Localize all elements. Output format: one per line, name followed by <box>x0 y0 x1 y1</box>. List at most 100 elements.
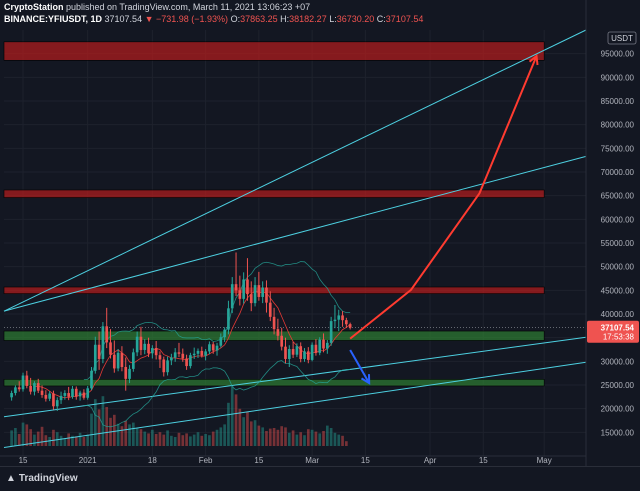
candle-body <box>154 348 158 356</box>
trendline <box>3 336 587 418</box>
volume-bar <box>261 427 264 446</box>
candle-body <box>132 352 135 369</box>
volume-bar <box>29 429 32 446</box>
currency-label: USDT <box>611 34 633 43</box>
volume-bar <box>310 429 314 446</box>
volume-bar <box>33 434 36 446</box>
x-tick-label: 15 <box>254 456 263 465</box>
volume-bar <box>154 434 158 446</box>
publish-info: CryptoStation published on TradingView.c… <box>4 2 310 12</box>
volume-bar <box>299 432 303 446</box>
y-tick-label: 60000.00 <box>601 215 635 224</box>
resistance-zone <box>3 286 545 294</box>
candle-body <box>280 335 284 347</box>
y-tick-label: 75000.00 <box>601 144 635 153</box>
grid <box>4 30 586 456</box>
volume-bar <box>48 437 51 446</box>
candle-body <box>177 352 181 354</box>
candle-body <box>272 316 276 330</box>
candle-body <box>249 294 253 304</box>
candle-body <box>268 302 272 317</box>
candle-body <box>337 315 341 320</box>
volume-bar <box>268 428 272 446</box>
volume-bar <box>227 402 230 446</box>
time-axis[interactable]: 15 2021 18 Feb 15 Mar 15 Apr 15 May <box>0 455 586 465</box>
candle-body <box>14 387 17 394</box>
candle-body <box>345 320 348 325</box>
open-label: O: <box>230 14 241 24</box>
band-lower <box>83 360 351 428</box>
brand-label: TradingView <box>18 473 78 484</box>
candle-body <box>299 346 303 359</box>
candle-body <box>78 392 82 397</box>
volume-bar <box>189 436 192 446</box>
last-price-tag <box>587 320 639 343</box>
projection-down-arrow-head <box>360 374 371 385</box>
volume-bar <box>90 413 93 446</box>
projection-down-arrow <box>349 349 371 384</box>
x-tick-label: 2021 <box>79 456 97 465</box>
resistance-zone <box>3 189 545 198</box>
price-chart[interactable]: 15000.0020000.0025000.0030000.0035000.00… <box>0 0 640 466</box>
candle-body <box>86 388 90 398</box>
candle-body <box>74 388 78 397</box>
symbol-label: BINANCE:YFIUSDT, 1D <box>4 14 103 24</box>
volume-bar <box>21 422 25 446</box>
volume-bar <box>151 429 154 446</box>
countdown-label: 17:53:38 <box>603 333 635 342</box>
publisher-name: CryptoStation <box>4 2 64 12</box>
volume-bar <box>265 431 268 446</box>
price-axis-bg <box>586 0 640 466</box>
volume-bar <box>162 434 166 446</box>
candle-body <box>208 344 211 352</box>
x-tick-label: 15 <box>19 456 28 465</box>
candle-body <box>185 358 188 367</box>
low-label: L: <box>329 14 337 24</box>
volume-bar <box>246 411 249 446</box>
volume-bar <box>314 431 318 446</box>
candle-body <box>196 350 200 354</box>
candle-body <box>211 344 215 351</box>
volume-bar <box>204 434 207 446</box>
volume-bar <box>177 432 181 446</box>
volume-bar <box>223 424 226 446</box>
candle-body <box>295 346 299 355</box>
y-tick-label: 50000.00 <box>601 263 635 272</box>
y-tick-label: 25000.00 <box>601 381 635 390</box>
volume-bar <box>272 428 276 446</box>
candle-body <box>341 315 344 321</box>
y-tick-label: 55000.00 <box>601 239 635 248</box>
x-tick-label: May <box>537 456 552 465</box>
change-label: ▼ −731.98 (−1.93%) <box>144 14 229 24</box>
volume-bar <box>158 432 162 446</box>
price-axis[interactable]: 15000.0020000.0025000.0030000.0035000.00… <box>585 0 640 466</box>
tradingview-logo[interactable]: ▲ TradingView <box>6 473 78 484</box>
x-tick-label: Apr <box>424 456 437 465</box>
y-tick-label: 90000.00 <box>601 73 635 82</box>
trendline <box>3 361 587 448</box>
candle-body <box>10 393 13 398</box>
projection-up-arrow-head <box>528 54 539 66</box>
candle-body <box>116 352 120 369</box>
candle-body <box>204 351 207 356</box>
x-tick-label: Mar <box>305 456 319 465</box>
candle-body <box>314 344 318 353</box>
volume-bar <box>253 420 257 446</box>
high-value: 38182.27 <box>289 14 327 24</box>
volume-bar <box>78 432 82 446</box>
candle-body <box>40 390 44 395</box>
volume-bar <box>40 426 44 446</box>
candle-body <box>105 326 109 343</box>
candle-body <box>170 357 173 361</box>
volume-bar <box>322 431 325 446</box>
volume-bar <box>120 426 124 446</box>
volume-bar <box>101 396 105 446</box>
candle-body <box>303 351 306 359</box>
candle-body <box>219 337 223 346</box>
candle-body <box>192 353 196 356</box>
close-value: 37107.54 <box>385 14 424 24</box>
candle-body <box>147 343 150 354</box>
volume-bar <box>147 433 150 446</box>
y-tick-label: 80000.00 <box>601 121 635 130</box>
x-tick-label: Feb <box>199 456 213 465</box>
